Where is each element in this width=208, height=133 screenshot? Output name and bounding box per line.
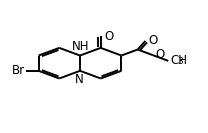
Text: O: O — [104, 30, 114, 43]
Text: 3: 3 — [177, 57, 183, 66]
Text: CH: CH — [170, 54, 187, 67]
Text: O: O — [155, 48, 164, 61]
Text: O: O — [148, 34, 157, 47]
Text: NH: NH — [72, 40, 89, 53]
Text: N: N — [75, 73, 84, 86]
Text: Br: Br — [12, 64, 25, 77]
